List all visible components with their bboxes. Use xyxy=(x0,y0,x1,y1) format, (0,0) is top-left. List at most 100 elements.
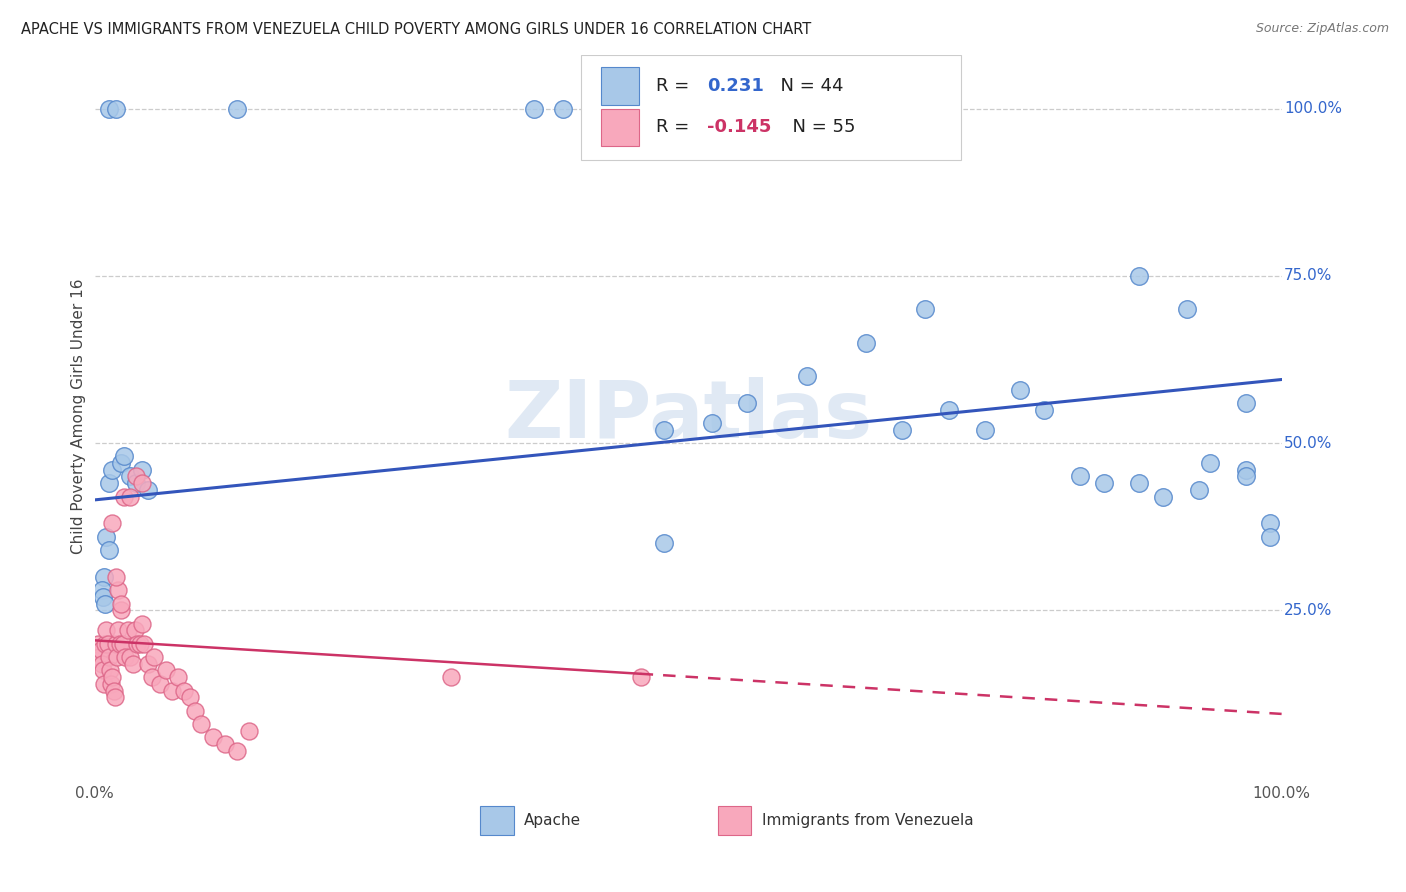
Point xyxy=(110,597,132,611)
Point xyxy=(90,657,112,671)
Point xyxy=(91,664,114,678)
Point xyxy=(125,469,148,483)
Point xyxy=(100,677,122,691)
Point xyxy=(101,463,124,477)
Point xyxy=(125,476,148,491)
Point xyxy=(855,335,877,350)
Point xyxy=(142,650,165,665)
Point xyxy=(553,102,575,116)
Point xyxy=(155,664,177,678)
Point xyxy=(160,683,183,698)
Point xyxy=(1069,469,1091,483)
Text: Immigrants from Venezuela: Immigrants from Venezuela xyxy=(762,814,973,829)
Point xyxy=(97,543,120,558)
FancyBboxPatch shape xyxy=(481,806,513,835)
Point xyxy=(184,704,207,718)
Point xyxy=(938,402,960,417)
Point xyxy=(131,476,153,491)
FancyBboxPatch shape xyxy=(602,68,640,105)
Point xyxy=(101,670,124,684)
Point xyxy=(1234,463,1257,477)
Point xyxy=(90,583,112,598)
Point xyxy=(226,744,249,758)
Text: Source: ZipAtlas.com: Source: ZipAtlas.com xyxy=(1256,22,1389,36)
Point xyxy=(1033,402,1056,417)
Point xyxy=(1175,302,1198,317)
Point xyxy=(124,624,146,638)
Point xyxy=(89,650,111,665)
Point xyxy=(131,463,153,477)
Point xyxy=(796,369,818,384)
Point xyxy=(104,102,127,116)
Point xyxy=(120,650,142,665)
Text: -0.145: -0.145 xyxy=(707,119,772,136)
Point xyxy=(654,536,676,550)
Text: 50.0%: 50.0% xyxy=(1284,435,1333,450)
Point xyxy=(107,583,129,598)
Point xyxy=(97,637,120,651)
Point xyxy=(134,637,156,651)
Text: N = 55: N = 55 xyxy=(780,119,855,136)
Point xyxy=(101,516,124,531)
Y-axis label: Child Poverty Among Girls Under 16: Child Poverty Among Girls Under 16 xyxy=(72,278,86,554)
Point xyxy=(97,650,120,665)
FancyBboxPatch shape xyxy=(718,806,751,835)
Point xyxy=(107,624,129,638)
Point xyxy=(104,570,127,584)
FancyBboxPatch shape xyxy=(581,55,962,160)
Text: ZIPatlas: ZIPatlas xyxy=(503,377,872,455)
Point xyxy=(1234,396,1257,410)
Point xyxy=(654,423,676,437)
Point xyxy=(110,603,132,617)
Point xyxy=(1092,476,1115,491)
Text: R =: R = xyxy=(657,119,695,136)
Point xyxy=(973,423,995,437)
Point xyxy=(89,643,111,657)
Point xyxy=(97,476,120,491)
Point xyxy=(149,677,172,691)
Text: R =: R = xyxy=(657,78,695,95)
Point xyxy=(105,650,128,665)
Point xyxy=(117,624,139,638)
Point xyxy=(93,677,115,691)
Point xyxy=(114,650,136,665)
Text: 75.0%: 75.0% xyxy=(1284,268,1333,284)
Point xyxy=(1152,490,1174,504)
Point xyxy=(112,637,135,651)
Text: N = 44: N = 44 xyxy=(769,78,844,95)
Point xyxy=(141,670,163,684)
Point xyxy=(108,637,131,651)
Point xyxy=(120,469,142,483)
Point xyxy=(238,723,260,738)
Point xyxy=(179,690,201,705)
Point xyxy=(98,664,121,678)
Point xyxy=(1128,476,1150,491)
Point xyxy=(87,637,110,651)
Point xyxy=(700,416,723,430)
Point xyxy=(104,690,127,705)
Point xyxy=(97,102,120,116)
Text: 25.0%: 25.0% xyxy=(1284,603,1333,618)
Point xyxy=(93,570,115,584)
Point xyxy=(214,737,236,751)
Point xyxy=(112,450,135,464)
Point xyxy=(440,670,463,684)
Point xyxy=(136,483,159,497)
Text: 0.231: 0.231 xyxy=(707,78,763,95)
Point xyxy=(1010,383,1032,397)
Point xyxy=(128,637,150,651)
Point xyxy=(890,423,912,437)
Text: Apache: Apache xyxy=(524,814,582,829)
Point xyxy=(173,683,195,698)
Point xyxy=(1234,469,1257,483)
Point xyxy=(94,637,117,651)
Point xyxy=(136,657,159,671)
Text: APACHE VS IMMIGRANTS FROM VENEZUELA CHILD POVERTY AMONG GIRLS UNDER 16 CORRELATI: APACHE VS IMMIGRANTS FROM VENEZUELA CHIL… xyxy=(21,22,811,37)
Point xyxy=(120,490,142,504)
Point xyxy=(523,102,546,116)
Point xyxy=(914,302,936,317)
Point xyxy=(202,731,225,745)
Point xyxy=(96,624,118,638)
Point xyxy=(121,657,143,671)
Point xyxy=(190,717,212,731)
